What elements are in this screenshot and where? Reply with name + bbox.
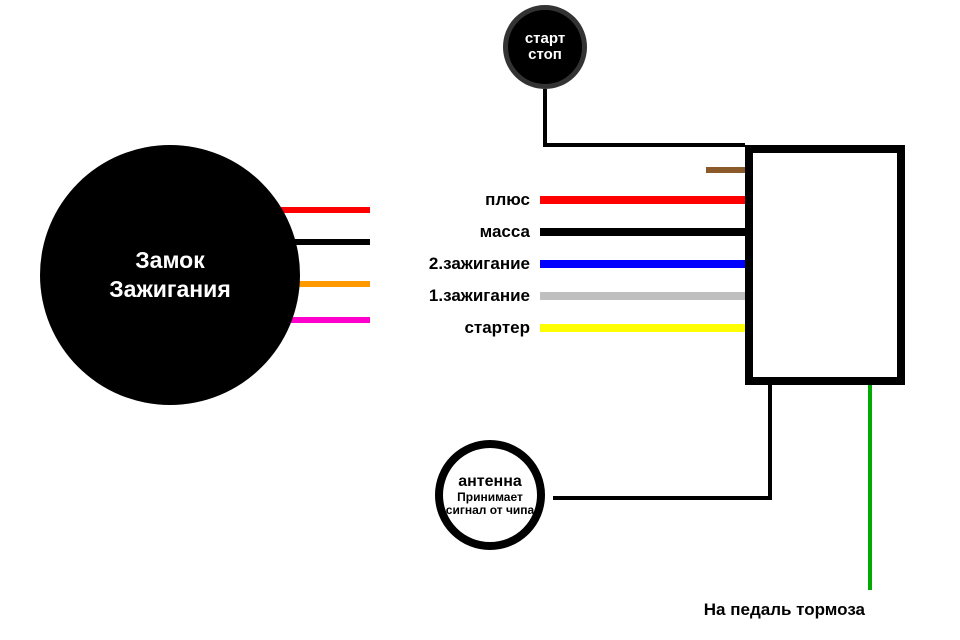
module-box bbox=[745, 145, 905, 385]
wire-label-1: масса bbox=[350, 222, 530, 242]
ignition-lock-line1: Замок bbox=[135, 246, 204, 275]
wire-label-0: плюс bbox=[350, 190, 530, 210]
conn-brake-green bbox=[868, 383, 872, 590]
brake-caption: На педаль тормоза bbox=[704, 600, 865, 620]
wire-label-3: 1.зажигание bbox=[350, 286, 530, 306]
pigtail-brown bbox=[706, 167, 745, 173]
start-stop-line2: стоп bbox=[528, 47, 562, 64]
ignition-lock-line2: Зажигания bbox=[109, 275, 230, 304]
right-wire-0 bbox=[540, 196, 745, 204]
right-wire-3 bbox=[540, 292, 745, 300]
ignition-lock: ЗамокЗажигания bbox=[40, 145, 300, 405]
antenna: антеннаПринимаетсигнал от чипа bbox=[435, 440, 545, 550]
start-stop-line1: старт bbox=[525, 31, 565, 48]
conn-module-to-antenna bbox=[553, 496, 772, 500]
wire-label-4: стартер bbox=[350, 318, 530, 338]
right-wire-2 bbox=[540, 260, 745, 268]
conn-startstop-vert bbox=[543, 89, 547, 147]
wire-label-2: 2.зажигание bbox=[350, 254, 530, 274]
conn-startstop-horiz bbox=[545, 143, 745, 147]
antenna-sub1: Принимает bbox=[457, 491, 523, 504]
right-wire-4 bbox=[540, 324, 745, 332]
right-wire-1 bbox=[540, 228, 745, 236]
antenna-sub2: сигнал от чипа bbox=[446, 504, 534, 517]
conn-module-down bbox=[768, 383, 772, 500]
start-stop-button: стартстоп bbox=[503, 5, 587, 89]
antenna-title: антенна bbox=[458, 473, 522, 491]
